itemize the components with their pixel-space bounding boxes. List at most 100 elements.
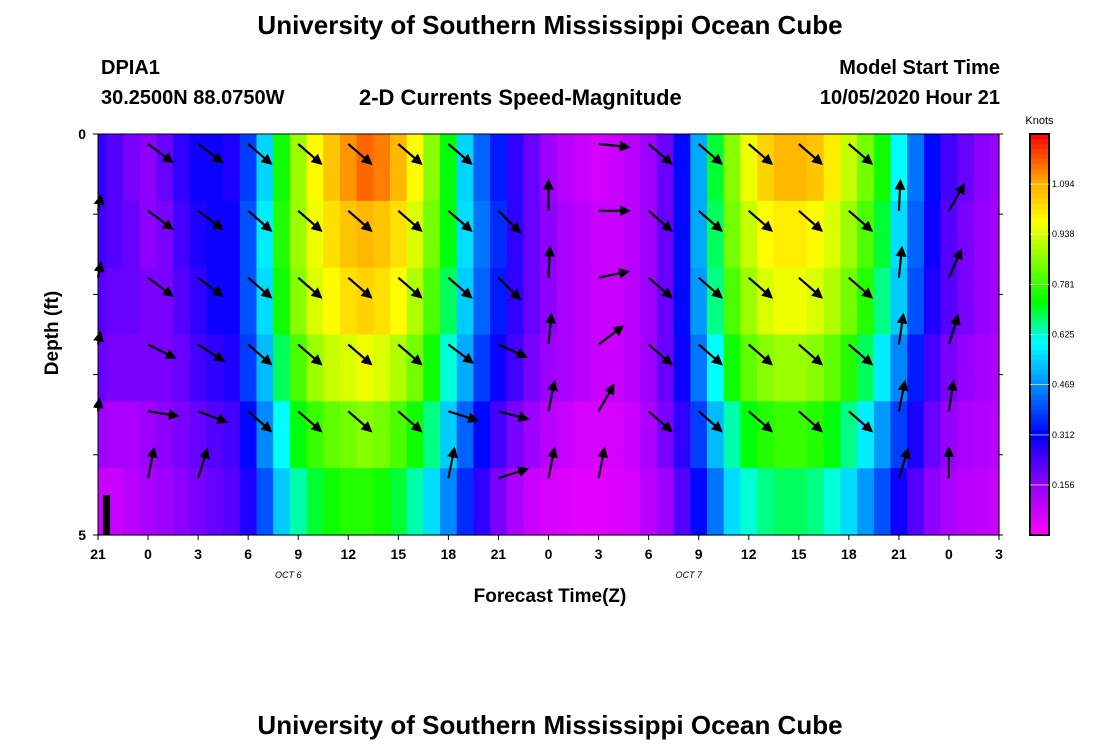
heat-cell [98,334,107,402]
heat-cell [490,401,508,469]
heat-cell [389,401,408,469]
colorbar-tick-label: 1.094 [1052,179,1075,189]
heat-cell [707,267,725,336]
heat-cell [640,134,658,202]
heat-cell [173,267,191,336]
colorbar-tick-label: 0.938 [1052,229,1075,239]
heat-cell [640,401,658,469]
heat-cell [990,134,1000,202]
colorbar-swatch [1030,464,1049,471]
heat-cell [773,267,792,336]
current-vector [547,379,559,412]
heat-cell [339,401,358,469]
current-vector [895,245,907,278]
heat-cell [98,401,107,469]
heat-cell [123,334,141,402]
current-vector [147,409,180,420]
current-vector [397,410,423,433]
heat-cell [807,468,825,536]
heat-cell [98,134,107,202]
heat-cell [523,401,541,469]
current-vector [598,268,631,279]
heat-cell [289,134,308,202]
heat-cell [973,267,992,336]
heat-cell [440,200,458,269]
heat-cell [973,200,992,269]
heat-cell [656,200,675,269]
current-vector [544,245,556,278]
colorbar-swatch [1030,174,1049,180]
current-vector [347,209,373,232]
colorbar-swatch [1030,379,1049,386]
heat-cell [757,134,775,202]
current-vector [947,182,965,212]
heat-cell [757,468,775,536]
current-vector [497,276,522,301]
colorbar-swatch [1030,209,1049,215]
current-vector [697,143,723,166]
colorbar-swatch [1030,404,1049,411]
x-tick-label: 15 [791,546,807,562]
heat-cell [373,134,391,202]
heat-cell [907,468,925,536]
current-vector [848,209,874,232]
heat-cell [373,200,391,269]
heat-cell [239,267,258,336]
heat-cell [323,267,341,336]
heat-cell [757,334,775,402]
heat-cell [239,401,258,469]
current-vector [447,209,473,232]
colorbar-swatch [1030,479,1049,486]
heat-cell [123,267,141,336]
colorbar-swatch [1030,204,1049,210]
heat-cell [389,200,408,269]
heat-cell [890,200,908,269]
heat-cell [523,468,541,536]
heat-cell [957,334,975,402]
heat-cell [206,401,224,469]
current-vector [397,276,423,299]
heat-cell [673,334,691,402]
heat-cell [623,401,641,469]
heat-cell [907,334,925,402]
colorbar-swatch [1030,179,1049,185]
heat-cell [139,200,157,269]
heat-cell [523,134,541,202]
heat-cell [106,468,124,536]
x-tick-label: 3 [995,546,1003,562]
heat-cell [423,134,441,202]
heat-cell [606,468,625,536]
heat-cell [306,468,324,536]
heat-cell [239,334,258,402]
heat-cell [990,401,1000,469]
heat-cell [156,468,174,536]
heat-cell [373,468,391,536]
colorbar-swatch [1030,504,1049,511]
x-tick-label: 12 [340,546,356,562]
heat-cell [773,468,792,536]
heat-cell [173,401,191,469]
current-vector [647,343,673,366]
heat-cell [907,200,925,269]
heat-cell [123,134,141,202]
colorbar-swatch [1030,264,1049,270]
heat-cell [256,468,274,536]
heat-cell [623,468,641,536]
heat-cell [389,134,408,202]
heat-cell [123,401,141,469]
heat-cell [590,134,608,202]
heat-cell [456,468,475,536]
date-label: OCT 6 [275,570,302,580]
heat-cell [740,267,758,336]
colorbar-swatch [1030,329,1049,336]
heat-cell [606,200,625,269]
heat-cell [990,200,1000,269]
colorbar-swatch [1030,334,1049,341]
heat-cell [98,200,107,269]
heat-cell [556,468,575,536]
heat-cell [823,267,842,336]
current-vector [197,209,224,231]
x-tick-label: 0 [545,546,553,562]
heat-cell [506,134,525,202]
heat-cell [373,401,391,469]
